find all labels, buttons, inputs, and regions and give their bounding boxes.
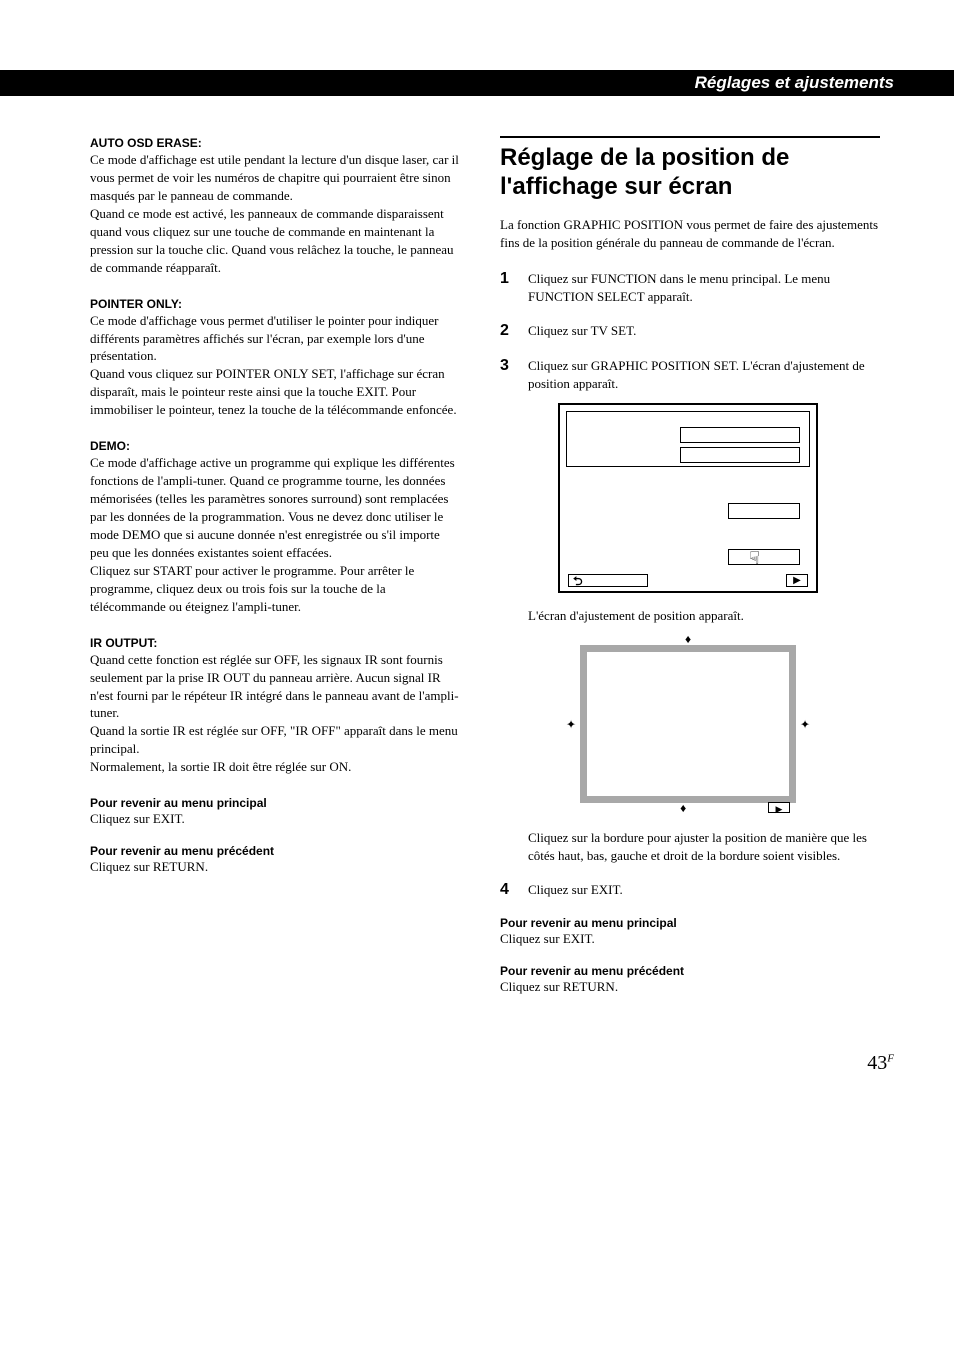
intro-text: La fonction GRAPHIC POSITION vous permet… xyxy=(500,216,880,252)
page-number: 43F xyxy=(0,1012,954,1115)
fig-return-box: ⮌ xyxy=(568,574,648,587)
fig-exit-box: ▶ xyxy=(768,802,790,813)
step-3: Cliquez sur GRAPHIC POSITION SET. L'écra… xyxy=(500,357,880,866)
left-column: AUTO OSD ERASE: Ce mode d'affichage est … xyxy=(90,136,460,1012)
step-text: Cliquez sur FUNCTION dans le menu princi… xyxy=(528,271,830,304)
body-text: Ce mode d'affichage vous permet d'utilis… xyxy=(90,312,460,420)
exit-icon: ▶ xyxy=(776,804,783,814)
section-auto-osd-erase: AUTO OSD ERASE: Ce mode d'affichage est … xyxy=(90,136,460,277)
return-text: Cliquez sur EXIT. xyxy=(500,930,880,948)
figure-menu-screen: ☟ ⮌ ▶ xyxy=(558,403,818,593)
section-pointer-only: POINTER ONLY: Ce mode d'affichage vous p… xyxy=(90,297,460,420)
header-title: Réglages et ajustements xyxy=(695,73,894,93)
return-head: Pour revenir au menu principal xyxy=(500,916,880,930)
arrow-up-icon: ♦ xyxy=(685,631,691,648)
step-1: Cliquez sur FUNCTION dans le menu princi… xyxy=(500,270,880,306)
arrow-left-icon: ✦ xyxy=(566,717,576,734)
subhead: AUTO OSD ERASE: xyxy=(90,136,460,150)
subhead: IR OUTPUT: xyxy=(90,636,460,650)
return-prev: Pour revenir au menu précédent Cliquez s… xyxy=(500,964,880,996)
cursor-icon: ☟ xyxy=(749,546,760,571)
section-demo: DEMO: Ce mode d'affichage active un prog… xyxy=(90,439,460,615)
arrow-right-icon: ✦ xyxy=(800,717,810,734)
step-text: Cliquez sur EXIT. xyxy=(528,882,623,897)
header-bar: Réglages et ajustements xyxy=(0,70,954,96)
return-head: Pour revenir au menu précédent xyxy=(90,844,460,858)
fig-exit-box: ▶ xyxy=(786,574,808,587)
step-2: Cliquez sur TV SET. xyxy=(500,322,880,340)
right-column: Réglage de la position de l'affichage su… xyxy=(500,136,880,1012)
body-text: Ce mode d'affichage active un programme … xyxy=(90,454,460,615)
page-num-value: 43 xyxy=(867,1052,887,1074)
return-prev: Pour revenir au menu précédent Cliquez s… xyxy=(90,844,460,876)
subhead: POINTER ONLY: xyxy=(90,297,460,311)
fig-option-box xyxy=(728,503,800,519)
exit-icon: ▶ xyxy=(793,575,801,586)
body-text: Ce mode d'affichage est utile pendant la… xyxy=(90,151,460,277)
fig-option-box xyxy=(728,549,800,565)
page-num-suffix: F xyxy=(887,1052,894,1064)
figure-caption: L'écran d'ajustement de position apparaî… xyxy=(528,607,880,625)
section-title: Réglage de la position de l'affichage su… xyxy=(500,136,880,202)
figure-position-screen: ♦ ♦ ✦ ✦ ▶ xyxy=(568,635,808,815)
fig-border-frame xyxy=(580,645,796,803)
section-ir-output: IR OUTPUT: Quand cette fonction est régl… xyxy=(90,636,460,777)
fig-option-box xyxy=(680,447,800,463)
return-icon: ⮌ xyxy=(573,573,583,590)
step-text-followup: Cliquez sur la bordure pour ajuster la p… xyxy=(528,829,880,865)
body-text: Quand cette fonction est réglée sur OFF,… xyxy=(90,651,460,777)
step-text: Cliquez sur TV SET. xyxy=(528,323,636,338)
step-text: Cliquez sur GRAPHIC POSITION SET. L'écra… xyxy=(528,358,865,391)
return-main: Pour revenir au menu principal Cliquez s… xyxy=(90,796,460,828)
return-text: Cliquez sur EXIT. xyxy=(90,810,460,828)
return-text: Cliquez sur RETURN. xyxy=(90,858,460,876)
step-4: Cliquez sur EXIT. xyxy=(500,881,880,899)
return-text: Cliquez sur RETURN. xyxy=(500,978,880,996)
return-main: Pour revenir au menu principal Cliquez s… xyxy=(500,916,880,948)
return-head: Pour revenir au menu précédent xyxy=(500,964,880,978)
subhead: DEMO: xyxy=(90,439,460,453)
content-area: AUTO OSD ERASE: Ce mode d'affichage est … xyxy=(0,96,954,1012)
return-head: Pour revenir au menu principal xyxy=(90,796,460,810)
steps-list: Cliquez sur FUNCTION dans le menu princi… xyxy=(500,270,880,900)
arrow-down-icon: ♦ xyxy=(680,800,686,817)
fig-option-box xyxy=(680,427,800,443)
